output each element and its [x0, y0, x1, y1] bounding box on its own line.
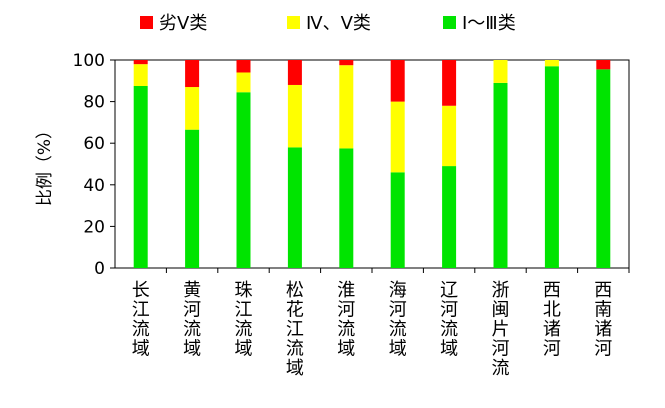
y-tick-label: 20 — [83, 217, 105, 237]
bar-segment-1 — [236, 72, 251, 93]
x-tick-label: 海河流域 — [389, 280, 407, 360]
legend-label: Ⅰ～Ⅲ类 — [462, 13, 516, 34]
bar-segment-0 — [185, 129, 200, 268]
x-tick-label: 黄河流域 — [183, 280, 201, 360]
plot-area — [114, 59, 630, 269]
bar-segment-1 — [287, 84, 302, 148]
bar-segment-1 — [339, 65, 354, 149]
legend-label: 劣Ⅴ类 — [159, 13, 207, 34]
legend-swatch — [443, 16, 456, 29]
y-tick-label: 40 — [83, 176, 105, 196]
y-tick-label: 100 — [73, 51, 105, 71]
y-tick-label: 80 — [83, 93, 105, 113]
y-axis-label: 比例（%） — [35, 122, 55, 206]
y-tick-label: 0 — [94, 259, 105, 279]
x-tick-label: 松花江流域 — [286, 280, 304, 379]
bar-segment-0 — [133, 86, 148, 268]
x-tick-label: 珠江流域 — [235, 280, 253, 360]
legend: 劣Ⅴ类 Ⅳ、Ⅴ类 Ⅰ～Ⅲ类 — [140, 13, 516, 34]
bar-segment-2 — [287, 60, 302, 85]
bar-segment-0 — [493, 82, 508, 268]
bar-segment-0 — [339, 148, 354, 268]
bar-segment-0 — [544, 66, 559, 269]
legend-swatch — [287, 16, 300, 29]
x-axis: 长江流域 黄河流域 珠江流域 松花江流域 淮河流域 海河流域 辽河流域 浙闽片河流 西北诸河 西南… — [132, 268, 630, 379]
x-tick-label: 西南诸河 — [594, 280, 612, 360]
bar-segment-2 — [339, 60, 354, 66]
y-axis: 0 20 40 60 80 100 — [73, 51, 115, 279]
legend-label: Ⅳ、Ⅴ类 — [306, 13, 371, 34]
bar-segment-0 — [596, 69, 611, 268]
x-tick-label: 辽河流域 — [440, 280, 458, 360]
y-tick-label: 60 — [83, 134, 105, 154]
x-tick-label: 长江流域 — [132, 280, 150, 360]
bar-segment-2 — [442, 60, 457, 106]
bar-segment-2 — [390, 60, 405, 102]
x-tick-label: 浙闽片河流 — [492, 280, 510, 379]
bar-segment-0 — [287, 147, 302, 268]
legend-swatch — [140, 16, 153, 29]
bar-segment-1 — [185, 87, 200, 130]
bar-segment-2 — [185, 60, 200, 88]
bar-segment-1 — [133, 64, 148, 86]
bar-segment-1 — [390, 101, 405, 173]
bar-segment-1 — [493, 60, 508, 83]
x-tick-label: 淮河流域 — [337, 280, 355, 360]
x-tick-label: 西北诸河 — [543, 280, 561, 360]
bar-segment-0 — [390, 172, 405, 268]
bar-segment-1 — [442, 105, 457, 167]
bar-segment-2 — [133, 60, 148, 65]
bar-segment-0 — [236, 92, 251, 269]
bar-segment-2 — [236, 60, 251, 73]
bar-segment-0 — [442, 166, 457, 268]
bar-segment-2 — [596, 60, 611, 70]
bar-segment-1 — [544, 60, 559, 67]
